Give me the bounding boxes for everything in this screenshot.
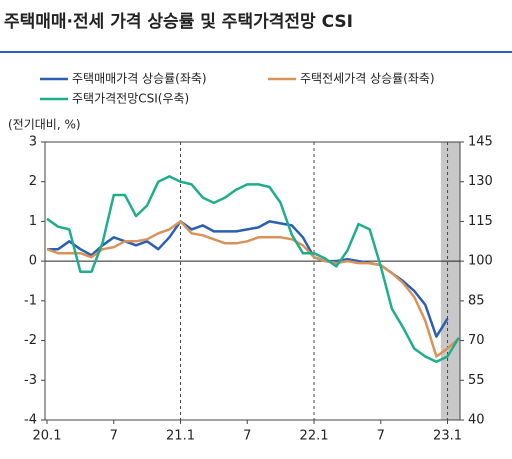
y2-tick-label: 115	[468, 214, 493, 229]
y-tick-label: -4	[24, 413, 37, 428]
plot-frame	[44, 141, 461, 421]
y-tick-label: 3	[29, 135, 37, 150]
y2-tick-label: 145	[468, 135, 493, 150]
series-line	[46, 175, 460, 364]
shaded-period	[440, 142, 460, 420]
legend-label: 주택가격전망CSI(우축)	[72, 92, 189, 106]
y-tick-label: -2	[24, 333, 37, 348]
y2-tick-label: 40	[468, 413, 485, 428]
y-tick-label: 2	[29, 174, 37, 189]
y2-tick-label: 130	[468, 174, 493, 189]
x-tick-label: 21.1	[166, 429, 195, 444]
series-line	[47, 220, 449, 338]
x-tick-label: 23.1	[433, 429, 462, 444]
y2-tick-label: 100	[468, 254, 493, 269]
series-line	[46, 220, 460, 358]
x-tick-label: 7	[377, 429, 385, 444]
x-tick-label: 7	[110, 429, 118, 444]
y-tick-label: -3	[24, 373, 37, 388]
y2-tick-label: 85	[468, 293, 485, 308]
y2-tick-label: 70	[468, 333, 485, 348]
x-tick-label: 20.1	[33, 429, 62, 444]
chart-title: 주택매매·전세 가격 상승률 및 주택가격전망 CSI	[4, 12, 353, 32]
x-tick-label: 7	[243, 429, 251, 444]
legend-label: 주택전세가격 상승률(좌축)	[300, 72, 435, 86]
y2-tick-label: 55	[468, 373, 485, 388]
y-tick-label: -1	[24, 293, 37, 308]
y-tick-label: 0	[29, 254, 37, 269]
y-axis-label: (전기대비, %)	[8, 118, 81, 132]
x-tick-label: 22.1	[300, 429, 329, 444]
legend-label: 주택매매가격 상승률(좌축)	[72, 72, 207, 86]
y-tick-label: 1	[29, 214, 37, 229]
